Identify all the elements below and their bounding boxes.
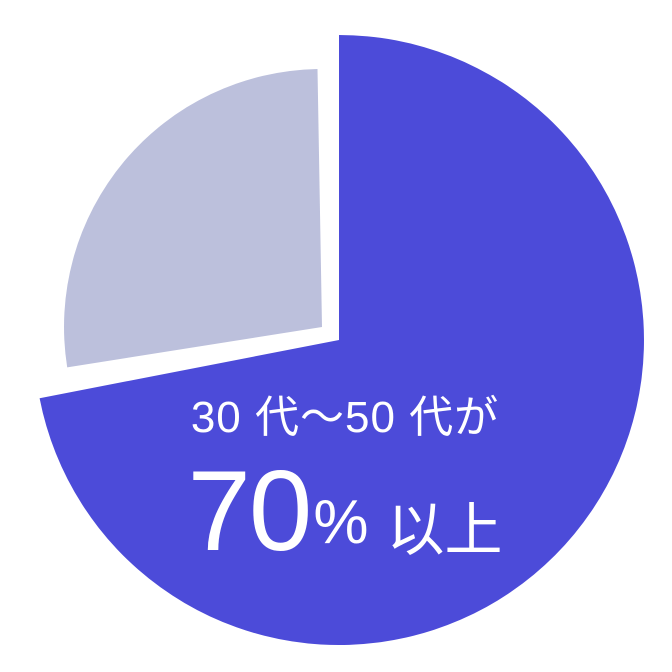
pie-slice-other: [64, 69, 322, 368]
pie-slice-main: [39, 35, 644, 645]
